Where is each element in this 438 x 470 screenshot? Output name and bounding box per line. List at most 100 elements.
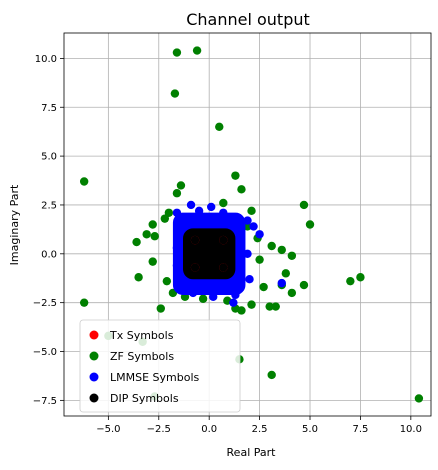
y-axis-label: Imaginary Part (8, 184, 21, 265)
legend-label: Tx Symbols (109, 329, 174, 342)
data-point (176, 226, 186, 235)
y-tick-label: −5.0 (33, 347, 57, 358)
y-tick-label: 10.0 (35, 54, 57, 65)
legend: Tx Symbols ZF Symbols LMMSE Symbols DIP Sym… (79, 319, 241, 413)
data-point (265, 302, 274, 311)
data-point (79, 177, 89, 186)
data-point (190, 235, 200, 245)
data-point (356, 273, 365, 282)
data-point (162, 276, 172, 286)
data-point (176, 275, 186, 284)
data-point (231, 171, 240, 180)
data-point (172, 261, 182, 270)
data-point (255, 255, 264, 264)
data-point (305, 220, 315, 229)
x-tick-label: 10.0 (400, 424, 422, 435)
plot-frame (63, 32, 432, 417)
x-tick-label: −2.5 (147, 424, 171, 435)
data-points (79, 46, 424, 403)
data-point (267, 241, 276, 251)
data-point (172, 208, 182, 217)
data-point (176, 181, 186, 190)
data-point (219, 198, 228, 208)
data-point (134, 273, 143, 282)
data-point (277, 245, 286, 255)
y-tick-label: 2.5 (41, 200, 57, 211)
data-point (209, 292, 218, 302)
data-point (277, 278, 286, 288)
y-tick-label: 5.0 (41, 152, 57, 163)
data-point (243, 216, 252, 225)
legend-marker (89, 330, 99, 340)
data-point (237, 185, 246, 194)
data-point (148, 220, 157, 229)
legend-label: DIP Symbols (110, 392, 179, 405)
cloud-dip-symbols (183, 228, 236, 280)
legend-box (79, 319, 241, 413)
data-point (281, 269, 291, 278)
x-tick-label: 7.5 (352, 424, 368, 435)
data-point (186, 200, 196, 210)
x-axis-label: Real Part (227, 446, 277, 459)
data-point (247, 300, 256, 309)
data-point (172, 48, 182, 57)
data-point (188, 288, 198, 298)
x-tick-label: 0.0 (201, 424, 217, 435)
data-point (172, 189, 182, 198)
legend-label: ZF Symbols (110, 350, 174, 363)
legend-label: LMMSE Symbols (110, 371, 200, 384)
legend-marker (89, 351, 99, 361)
data-point (219, 208, 228, 217)
series-lmmse-symbols (172, 200, 286, 307)
data-point (150, 232, 159, 241)
data-point (271, 302, 280, 311)
data-point (243, 249, 252, 259)
axis-ticks: −5.0 −2.5 0.0 2.5 5.0 7.5 10.0 −7.5 −5.0 −2.5 0.0 2… (33, 54, 422, 435)
data-point (79, 298, 89, 307)
x-tick-label: 2.5 (252, 424, 268, 435)
data-point (299, 280, 309, 290)
y-tick-label: −2.5 (33, 298, 57, 309)
data-point (229, 298, 238, 307)
x-tick-label: 5.0 (302, 424, 318, 435)
data-point (219, 263, 228, 272)
data-point (287, 288, 297, 298)
data-point (190, 263, 200, 272)
y-tick-label: 7.5 (41, 103, 57, 114)
data-point (237, 306, 246, 315)
data-point (215, 122, 224, 131)
data-point (287, 251, 297, 260)
data-point (160, 214, 170, 223)
y-tick-label: 0.0 (41, 249, 57, 260)
data-point (245, 275, 254, 284)
data-point (182, 216, 192, 225)
data-point (247, 206, 256, 216)
symbol-clouds (172, 212, 246, 295)
data-point (170, 89, 180, 98)
data-point (156, 304, 165, 313)
y-tick-label: −7.5 (33, 396, 57, 407)
data-point (198, 294, 208, 303)
data-point (414, 394, 424, 403)
data-point (142, 230, 151, 239)
legend-marker (89, 393, 99, 403)
chart-title: Channel output (186, 10, 310, 29)
data-point (219, 235, 228, 245)
data-point (299, 200, 309, 210)
x-tick-label: −5.0 (96, 424, 120, 435)
data-point (249, 222, 258, 231)
data-point (231, 290, 240, 300)
data-point (132, 237, 141, 247)
data-point (194, 206, 204, 216)
data-point (255, 230, 264, 239)
data-point (164, 208, 174, 217)
data-point (148, 257, 157, 266)
data-point (172, 243, 182, 253)
legend-marker (89, 372, 99, 382)
data-point (259, 282, 268, 292)
data-point (207, 202, 216, 212)
series-dip-symbols (190, 235, 228, 272)
data-point (267, 370, 276, 380)
data-point (346, 276, 355, 286)
